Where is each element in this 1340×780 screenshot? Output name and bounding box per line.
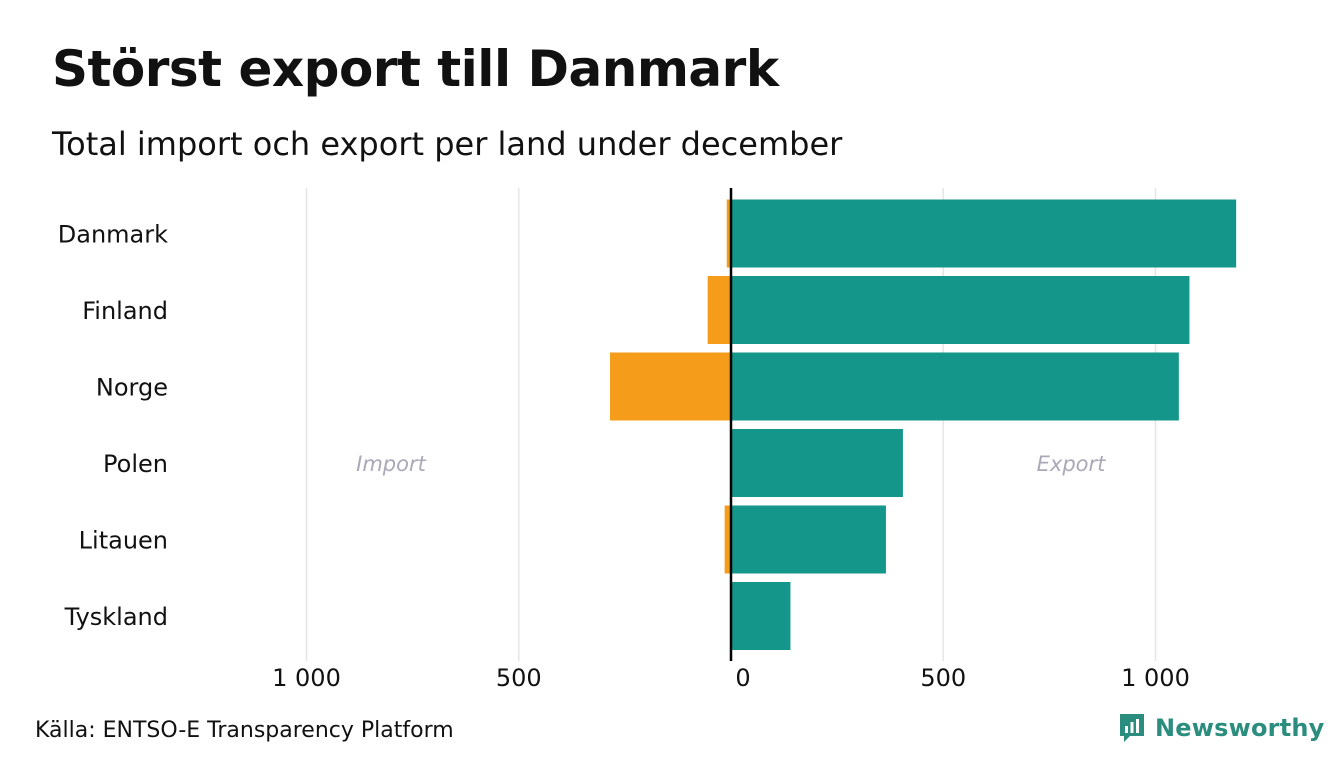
bar-export-tyskland (731, 582, 791, 650)
category-labels: Danmark Finland Norge Polen Litauen Tyskland (58, 221, 168, 632)
tick-label-0: 1 000 (272, 664, 341, 692)
chart-title: Störst export till Danmark (52, 40, 779, 98)
bar-export-norge (731, 352, 1179, 421)
bar-export-finland (731, 276, 1190, 344)
tick-labels: 1 000 500 0 500 1 000 (272, 664, 1190, 692)
tick-label-1: 500 (496, 664, 542, 692)
tick-label-4: 1 000 (1121, 664, 1190, 692)
bar-import-litauen (724, 505, 731, 574)
brand-name: Newsworthy (1155, 714, 1325, 742)
bar-import-finland (707, 276, 731, 344)
category-label-polen: Polen (103, 450, 168, 478)
brand-logo: Newsworthy (1118, 712, 1325, 744)
import-side-label: Import (356, 452, 426, 476)
category-label-danmark: Danmark (58, 221, 168, 249)
category-label-tyskland: Tyskland (64, 603, 168, 631)
category-label-norge: Norge (96, 374, 168, 402)
side-labels: Import Export (356, 452, 1106, 476)
category-label-litauen: Litauen (79, 527, 168, 555)
tick-label-2: 0 (735, 664, 750, 692)
chart-subtitle: Total import och export per land under d… (52, 125, 843, 163)
newsworthy-logo-icon (1120, 714, 1144, 742)
tick-label-3: 500 (920, 664, 966, 692)
export-side-label: Export (1037, 452, 1107, 476)
chart: DanmarkFinlandNorgePolenLitauenTyskland … (58, 188, 1237, 692)
source-note: Källa: ENTSO-E Transparency Platform (35, 718, 454, 743)
bar-import-danmark (726, 199, 731, 268)
bar-export-litauen (731, 505, 886, 574)
bar-export-danmark (731, 199, 1237, 268)
bar-import-norge (610, 352, 731, 421)
bars (610, 199, 1237, 650)
category-label-finland: Finland (82, 297, 168, 325)
bar-export-polen (731, 429, 903, 497)
